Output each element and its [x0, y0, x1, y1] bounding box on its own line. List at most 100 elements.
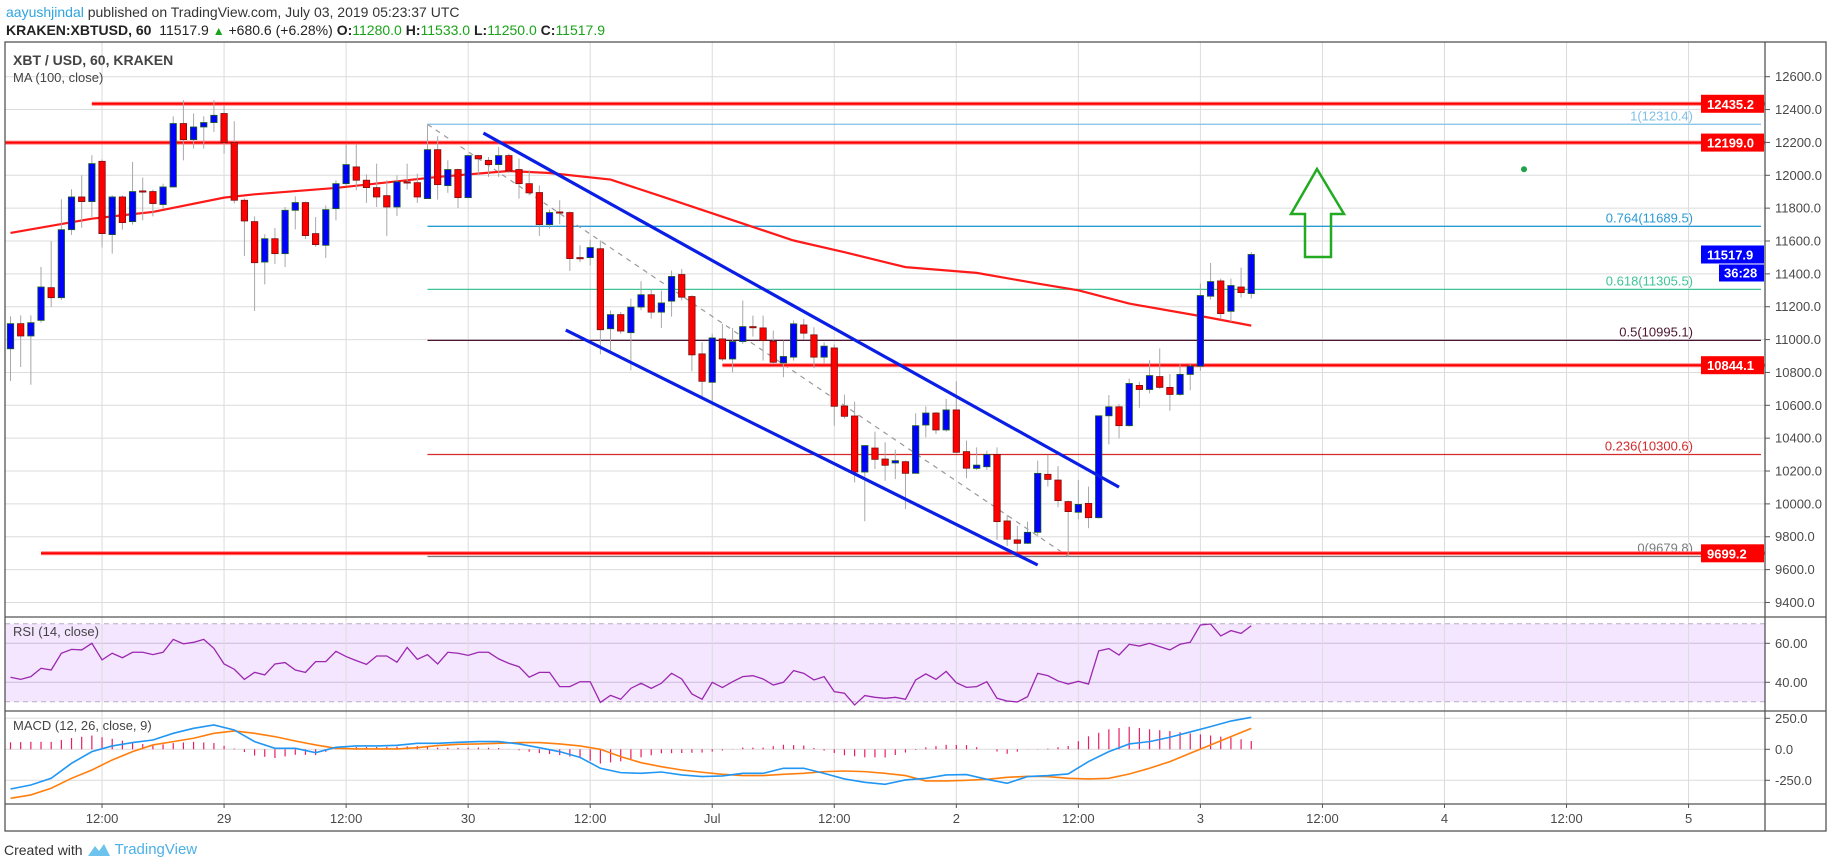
time-tick-label: 3: [1197, 811, 1204, 826]
price-tick-label: 12400.0: [1775, 102, 1822, 117]
price-tick-label: 12600.0: [1775, 69, 1822, 84]
candle-body: [57, 229, 65, 299]
candle-body: [88, 163, 96, 202]
candle-body: [423, 149, 432, 200]
candle: [434, 136, 442, 200]
candle-body: [352, 166, 360, 181]
candle-body: [993, 454, 1001, 523]
candle-body: [139, 190, 147, 193]
candle: [1034, 460, 1042, 537]
candle: [6, 316, 15, 381]
candle: [586, 239, 594, 266]
macd-label[interactable]: MACD (12, 26, close, 9): [13, 718, 152, 733]
candle: [881, 442, 889, 481]
candle-body: [179, 123, 187, 141]
candle: [393, 175, 401, 217]
candle: [535, 185, 543, 236]
candle: [698, 342, 706, 398]
candle-body: [606, 314, 615, 330]
published-text: published on TradingView.com, July 03, 2…: [87, 4, 460, 20]
candle-body: [688, 296, 696, 356]
candle-body: [1044, 473, 1052, 480]
symbol-info: KRAKEN:XBTUSD, 60 11517.9 ▲ +680.6 (+6.2…: [6, 22, 605, 38]
candle: [596, 240, 604, 355]
candle-body: [769, 340, 777, 363]
candle: [637, 281, 645, 311]
time-tick-label: 12:00: [1306, 811, 1339, 826]
candle-body: [1156, 376, 1164, 388]
rsi-tick-label: 60.00: [1775, 636, 1808, 651]
author-link[interactable]: aayushjindal: [6, 4, 84, 20]
candle: [240, 198, 249, 256]
candle-body: [149, 191, 157, 204]
candle-body: [1105, 406, 1113, 417]
candle: [606, 310, 615, 354]
candle: [322, 205, 330, 258]
candle-body: [271, 238, 279, 255]
candle-body: [830, 347, 838, 407]
candle: [1156, 348, 1164, 389]
candle: [1145, 360, 1154, 394]
time-tick-label: 29: [217, 811, 231, 826]
price-tick-label: 9400.0: [1775, 595, 1815, 610]
legend-ma[interactable]: MA (100, close): [13, 70, 104, 85]
candle-body: [383, 195, 391, 208]
tradingview-brand[interactable]: TradingView: [114, 841, 198, 858]
price-tick-label: 11200.0: [1775, 299, 1821, 314]
candle-body: [739, 326, 747, 342]
countdown-badge-bg: [1719, 264, 1764, 282]
candle: [769, 330, 777, 364]
candle-body: [810, 334, 818, 358]
candle-body: [851, 415, 859, 473]
candle: [922, 406, 930, 438]
legend-symbol[interactable]: XBT / USD, 60, KRAKEN: [13, 52, 174, 68]
candle-body: [1217, 280, 1225, 315]
candle: [1003, 514, 1011, 546]
candle-body: [912, 425, 920, 474]
candle: [27, 315, 35, 385]
candle: [373, 163, 381, 207]
candle: [759, 315, 767, 361]
candle-body: [637, 294, 645, 308]
candle: [657, 290, 665, 328]
chart-frame: [4, 41, 1827, 832]
candle-body: [800, 324, 808, 334]
candle: [617, 311, 625, 334]
candle-body: [1023, 531, 1032, 544]
candle: [210, 100, 218, 132]
time-tick-label: 4: [1441, 811, 1448, 826]
candle: [810, 327, 818, 369]
candle: [230, 121, 238, 204]
candle-body: [27, 322, 35, 337]
price-tick-label: 11800.0: [1775, 201, 1821, 216]
candle-body: [6, 323, 15, 350]
candle: [179, 100, 187, 161]
candle: [250, 216, 259, 311]
candle-body: [332, 183, 340, 210]
candles: [6, 100, 1255, 557]
candle-body: [108, 196, 116, 235]
candle: [17, 315, 25, 368]
candle: [342, 143, 350, 187]
open-label: O:: [336, 22, 353, 38]
candle: [37, 266, 45, 323]
candle-body: [545, 212, 554, 225]
chart-legend: XBT / USD, 60, KRAKEN MA (100, close): [13, 52, 173, 85]
candle-body: [1145, 375, 1154, 390]
candle: [67, 189, 76, 235]
candle: [108, 195, 116, 254]
candle: [98, 159, 106, 248]
candle: [484, 156, 493, 177]
candle-body: [403, 181, 411, 184]
candle: [912, 413, 920, 474]
candle: [983, 450, 991, 471]
candle-body: [525, 183, 533, 194]
low-label: L:: [473, 22, 488, 38]
macd-tick-label: 0.0: [1775, 742, 1793, 757]
candle: [942, 398, 950, 432]
price-tick-label: 11600.0: [1775, 234, 1821, 249]
candle: [1064, 500, 1072, 557]
candle-body: [362, 179, 371, 189]
rsi-label[interactable]: RSI (14, close): [13, 624, 99, 639]
